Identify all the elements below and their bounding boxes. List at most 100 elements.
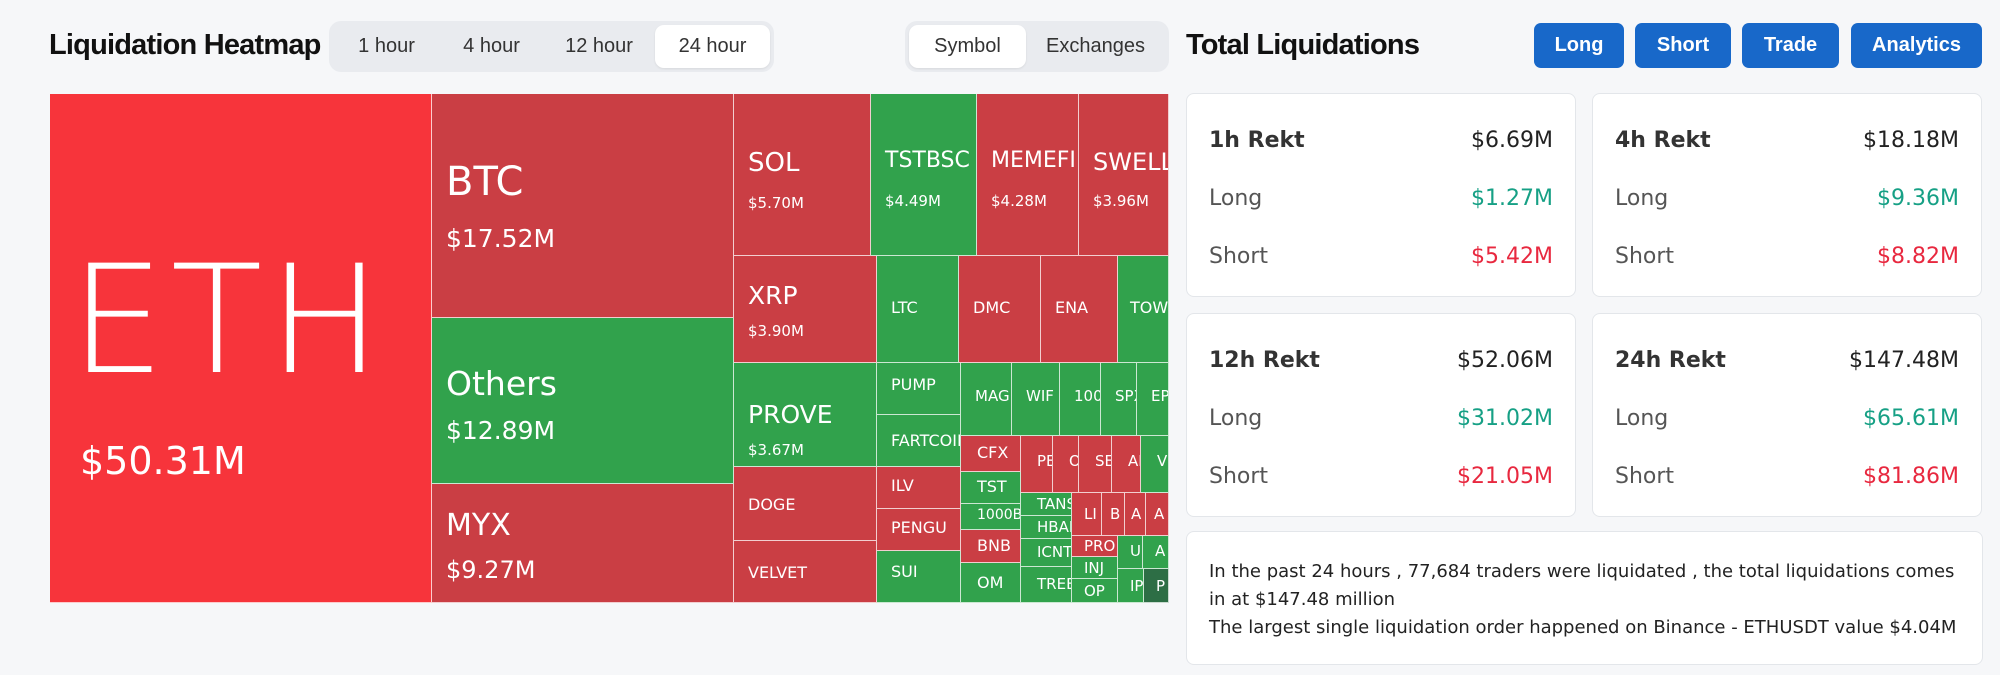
treemap-tile-swell[interactable]: SWELL $3.96M [1079, 94, 1169, 256]
short-button[interactable]: Short [1635, 23, 1731, 68]
card-label: 24h Rekt [1615, 348, 1726, 373]
treemap-tile-bnb[interactable]: BNB [961, 530, 1021, 563]
tile-symbol: LI [1084, 505, 1097, 523]
tile-symbol: P [1156, 577, 1166, 595]
tile-symbol: U [1130, 542, 1141, 560]
tile-value: $50.31M [80, 439, 246, 483]
card-total: $6.69M [1471, 128, 1553, 153]
treemap-tile-b[interactable]: B [1102, 493, 1125, 536]
tab-4-hour[interactable]: 4 hour [463, 35, 520, 57]
summary-line-2: The largest single liquidation order hap… [1209, 617, 1957, 638]
short-value: $5.42M [1471, 244, 1553, 269]
long-value: $31.02M [1457, 406, 1553, 431]
treemap-tile-towns[interactable]: TOWNS [1118, 256, 1169, 363]
treemap-tile-spx[interactable]: SPX [1101, 363, 1137, 436]
treemap-tile-myx[interactable]: MYX $9.27M [432, 484, 734, 603]
treemap-tile-fartcoin[interactable]: FARTCOIN [877, 415, 961, 467]
tile-symbol: AI [1128, 452, 1140, 470]
tile-symbol: SUI [891, 562, 918, 581]
liquidation-treemap: ETH $50.31M BTC $17.52M Others $12.89M MYX $9.2… [50, 94, 1169, 603]
treemap-tile-epic[interactable]: EPIC [1137, 363, 1169, 436]
card-12h-rekt: 12h Rekt $52.06M Long $31.02M Short $21.05M [1186, 313, 1576, 517]
tile-value: $3.96M [1093, 192, 1149, 210]
treemap-tile-op[interactable]: OP [1072, 579, 1118, 603]
treemap-tile-li[interactable]: LI [1072, 493, 1102, 536]
tile-symbol: HBAR [1037, 518, 1071, 536]
treemap-tile-se[interactable]: SE [1079, 436, 1112, 493]
treemap-tile-ai[interactable]: AI [1112, 436, 1141, 493]
treemap-tile-tree[interactable]: TREE [1021, 567, 1072, 603]
treemap-tile-btc[interactable]: BTC $17.52M [432, 94, 734, 318]
tile-symbol: INJ [1084, 559, 1105, 577]
treemap-tile-u[interactable]: U [1118, 536, 1143, 569]
treemap-tile-magic[interactable]: MAGIC [961, 363, 1012, 436]
tile-symbol: FARTCOIN [891, 431, 960, 450]
treemap-tile-dmc[interactable]: DMC [959, 256, 1041, 363]
tab-exchanges[interactable]: Exchanges [1046, 35, 1145, 57]
treemap-tile-prove[interactable]: PROVE $3.67M [734, 363, 877, 467]
card-4h-rekt: 4h Rekt $18.18M Long $9.36M Short $8.82M [1592, 93, 1982, 297]
card-label: 4h Rekt [1615, 128, 1711, 153]
tile-symbol: PRO [1084, 537, 1116, 555]
treemap-tile-inj[interactable]: INJ [1072, 557, 1118, 579]
treemap-tile-hbar[interactable]: HBAR [1021, 516, 1072, 539]
treemap-tile-pump[interactable]: PUMP [877, 363, 961, 415]
treemap-tile-a[interactable]: A [1146, 493, 1169, 536]
tab-24-hour[interactable]: 24 hour [655, 25, 770, 68]
treemap-tile-ip[interactable]: IP [1118, 569, 1144, 603]
short-value: $81.86M [1863, 464, 1959, 489]
treemap-tile-velvet[interactable]: VELVET [734, 541, 877, 603]
treemap-tile-a[interactable]: A [1143, 536, 1169, 569]
treemap-tile-wif[interactable]: WIF [1012, 363, 1060, 436]
tile-symbol: EPIC [1151, 387, 1169, 405]
card-total: $52.06M [1457, 348, 1553, 373]
long-value: $65.61M [1863, 406, 1959, 431]
tile-value: $4.28M [991, 192, 1047, 210]
treemap-tile-eth[interactable]: ETH $50.31M [50, 94, 432, 603]
treemap-tile-ltc[interactable]: LTC [877, 256, 959, 363]
treemap-tile-op[interactable]: OP [1053, 436, 1079, 493]
tab-12-hour[interactable]: 12 hour [565, 35, 633, 57]
treemap-tile-a[interactable]: A [1125, 493, 1146, 536]
long-value: $9.36M [1877, 186, 1959, 211]
card-total: $18.18M [1863, 128, 1959, 153]
tile-symbol: SPX [1115, 387, 1136, 405]
treemap-tile-icnt[interactable]: ICNT [1021, 539, 1072, 567]
tile-value: $17.52M [446, 224, 556, 253]
card-label: 1h Rekt [1209, 128, 1305, 153]
tile-value: $4.49M [885, 192, 941, 210]
tile-symbol: ETH [70, 234, 388, 408]
treemap-tile-pepe[interactable]: PEPE [1021, 436, 1053, 493]
treemap-tile-tans[interactable]: TANS [1021, 493, 1072, 516]
treemap-tile-cfx[interactable]: CFX [961, 436, 1021, 472]
treemap-tile-sui[interactable]: SUI [877, 551, 961, 603]
tile-symbol: 1000B [977, 507, 1021, 523]
tile-symbol: SE [1095, 452, 1111, 470]
total-liquidations-title: Total Liquidations [1186, 29, 1420, 61]
tab-symbol[interactable]: Symbol [909, 25, 1026, 68]
treemap-tile-others[interactable]: Others $12.89M [432, 318, 734, 484]
treemap-tile-p[interactable]: P [1144, 569, 1169, 603]
treemap-tile-doge[interactable]: DOGE [734, 467, 877, 541]
treemap-tile-tstbsc[interactable]: TSTBSC $4.49M [871, 94, 977, 256]
short-label: Short [1615, 464, 1675, 489]
treemap-tile-memefi[interactable]: MEMEFI $4.28M [977, 94, 1079, 256]
treemap-tile-xrp[interactable]: XRP $3.90M [734, 256, 877, 363]
treemap-tile-pro[interactable]: PRO [1072, 536, 1118, 557]
trade-button[interactable]: Trade [1742, 23, 1839, 68]
treemap-tile-pengu[interactable]: PENGU [877, 509, 961, 551]
treemap-tile-ilv[interactable]: ILV [877, 467, 961, 509]
treemap-tile-sol[interactable]: SOL $5.70M [734, 94, 871, 256]
treemap-tile-ena[interactable]: ENA [1041, 256, 1118, 363]
treemap-tile-om[interactable]: OM [961, 563, 1021, 603]
long-button[interactable]: Long [1534, 23, 1624, 68]
tile-symbol: TOWNS [1130, 298, 1169, 317]
treemap-tile-1000[interactable]: 1000 [1060, 363, 1101, 436]
treemap-tile-1000b[interactable]: 1000B [961, 504, 1021, 530]
treemap-tile-tst[interactable]: TST [961, 472, 1021, 504]
tab-1-hour[interactable]: 1 hour [358, 35, 415, 57]
tile-symbol: Others [446, 364, 557, 403]
tile-symbol: IP [1130, 577, 1144, 595]
treemap-tile-vi[interactable]: VI [1141, 436, 1169, 493]
analytics-button[interactable]: Analytics [1851, 23, 1982, 68]
